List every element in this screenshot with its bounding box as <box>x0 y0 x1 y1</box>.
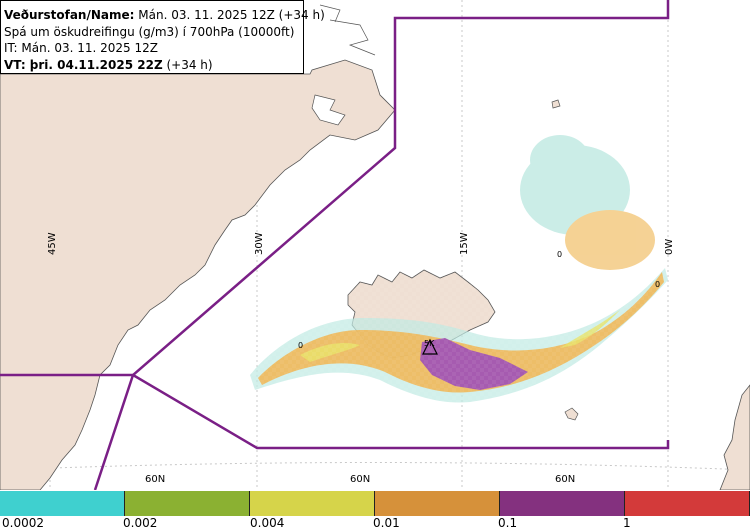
fjord-detail <box>311 94 346 126</box>
greenland-landmass <box>0 59 396 490</box>
volcano-icon <box>422 338 438 355</box>
forecast-info-box: Veðurstofan/Name: Mán. 03. 11. 2025 12Z … <box>0 0 325 74</box>
volcano-label: 5K <box>424 339 435 348</box>
valid-time-label: VT: þri. 04.11.2025 22Z <box>4 57 163 72</box>
boundary-lines <box>0 0 670 490</box>
jan-mayen-island <box>551 99 561 109</box>
lon-label-0w: 0W <box>664 239 675 255</box>
header-line-issue-time: IT: Mán. 03. 11. 2025 12Z <box>4 41 158 55</box>
legend-label-3: 0.01 <box>373 516 400 530</box>
lat-label-3: 60N <box>555 474 575 485</box>
header-line-product: Spá um öskudreifingu (g/m3) í 700hPa (10… <box>4 24 295 39</box>
legend-labels: 0.0002 0.002 0.004 0.01 0.1 1 <box>0 516 750 532</box>
legend-label-1: 0.002 <box>123 516 158 530</box>
legend-swatch-red <box>625 491 750 516</box>
legend-swatch-yellow <box>250 491 375 516</box>
ash-forecast-map: 5K 0 0 0 45W 30W 15W 0W 60N 60N 60N <box>0 0 750 490</box>
issuer-label: Veðurstofan/Name: <box>4 8 135 22</box>
zero-label-east: 0 <box>655 280 660 289</box>
zero-label-west: 0 <box>298 341 303 350</box>
faroe-islands <box>564 407 579 421</box>
plume-texture <box>250 265 670 405</box>
legend-label-5: 1 <box>623 516 631 530</box>
legend-label-0: 0.0002 <box>2 516 44 530</box>
zero-label-north: 0 <box>557 250 562 259</box>
lon-label-15w: 15W <box>459 232 470 255</box>
lon-label-45w: 45W <box>47 232 58 255</box>
lat-label-1: 60N <box>145 474 165 485</box>
header-line-valid-time: VT: þri. 04.11.2025 22Z (+34 h) <box>4 57 303 74</box>
legend-swatch-cyan <box>0 491 125 516</box>
norway-coast <box>719 384 750 490</box>
lon-label-30w: 30W <box>254 232 265 255</box>
legend-swatch-green <box>125 491 250 516</box>
legend-swatch-orange <box>375 491 500 516</box>
issuer-time: Mán. 03. 11. 2025 12Z (+34 h) <box>134 8 325 22</box>
legend-swatch-purple <box>500 491 625 516</box>
ash-scatter-northeast <box>520 135 655 270</box>
ash-plume <box>250 265 670 405</box>
legend-label-4: 0.1 <box>498 516 518 530</box>
valid-time-offset: (+34 h) <box>162 57 213 72</box>
header-line-issuer: Veðurstofan/Name: Mán. 03. 11. 2025 12Z … <box>4 7 325 24</box>
concentration-legend <box>0 491 750 516</box>
lat-label-2: 60N <box>350 474 370 485</box>
legend-label-2: 0.004 <box>250 516 285 530</box>
east-coast-fjords <box>319 4 376 56</box>
